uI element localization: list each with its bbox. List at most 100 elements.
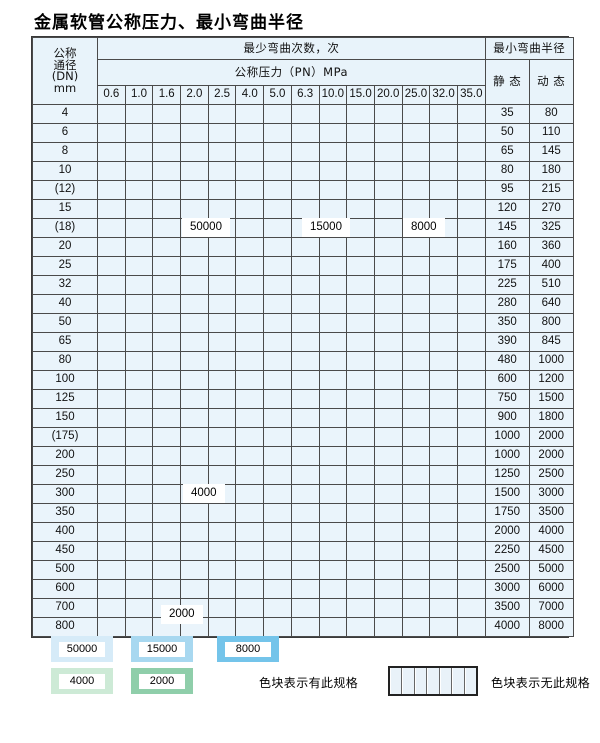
cell-spec-dn250-pn25.0 — [401, 465, 431, 485]
cell-spec-dn(175)-pn10.0 — [318, 427, 348, 447]
cell-spec-dn15-pn0.6 — [97, 199, 126, 219]
cell-static-radius: 750 — [484, 389, 530, 409]
cell-spec-dn700-pn2.0 — [180, 598, 209, 618]
table-row: 200 1000 2000 — [32, 446, 574, 466]
cell-spec-dn600-pn4.0 — [235, 579, 265, 599]
cell-spec-dn150-pn25.0 — [401, 408, 431, 428]
cell-spec-dn450-pn6.3 — [290, 541, 320, 561]
table-row: 8 65 145 — [32, 142, 574, 162]
cell-dynamic-radius: 1200 — [528, 370, 574, 390]
table-row: 25 175 400 — [32, 256, 574, 276]
legend-swatch-4000: 4000 — [51, 668, 113, 694]
cell-dynamic-radius: 360 — [528, 237, 574, 257]
cell-spec-dn32-pn5.0 — [263, 275, 292, 295]
cell-spec-dn100-pn6.3 — [290, 370, 320, 390]
cell-spec-dn25-pn2.0 — [180, 256, 209, 276]
cell-spec-dn80-pn15.0 — [346, 351, 375, 371]
cell-dynamic-radius: 4500 — [528, 541, 574, 561]
header-pn-0.6: 0.6 — [97, 85, 126, 105]
header-pn-10.0: 10.0 — [318, 85, 348, 105]
cell-spec-dn700-pn1.0 — [124, 598, 154, 618]
cell-dynamic-radius: 5000 — [528, 560, 574, 580]
cell-dynamic-radius: 6000 — [528, 579, 574, 599]
cell-dn: 80 — [32, 351, 98, 371]
header-pn-20.0: 20.0 — [373, 85, 403, 105]
cell-spec-dn200-pn35.0 — [456, 446, 486, 466]
cell-dynamic-radius: 4000 — [528, 522, 574, 542]
header-dn-line-3: mm — [53, 80, 77, 95]
cell-spec-dn250-pn35.0 — [456, 465, 486, 485]
table-row: 800 4000 8000 — [32, 617, 574, 637]
cell-spec-dn32-pn32.0 — [429, 275, 458, 295]
table-row: 4 35 80 — [32, 104, 574, 124]
cell-spec-dn100-pn32.0 — [429, 370, 458, 390]
cell-spec-dn150-pn5.0 — [263, 408, 292, 428]
cell-spec-dn250-pn32.0 — [429, 465, 458, 485]
cell-spec-dn600-pn32.0 — [429, 579, 458, 599]
cell-spec-dn8-pn25.0 — [401, 142, 431, 162]
cell-spec-dn(12)-pn1.6 — [152, 180, 182, 200]
table-row: 15 120 270 — [32, 199, 574, 219]
cell-spec-dn20-pn4.0 — [235, 237, 265, 257]
table-row: 100 600 1200 — [32, 370, 574, 390]
cell-spec-dn600-pn2.0 — [180, 579, 209, 599]
cell-spec-dn50-pn32.0 — [429, 313, 458, 333]
cell-spec-dn150-pn20.0 — [373, 408, 403, 428]
cell-spec-dn(18)-pn35.0 — [456, 218, 486, 238]
cell-spec-dn80-pn2.5 — [207, 351, 237, 371]
cell-spec-dn6-pn4.0 — [235, 123, 265, 143]
cell-spec-dn200-pn1.0 — [124, 446, 154, 466]
cell-static-radius: 600 — [484, 370, 530, 390]
cell-spec-dn80-pn4.0 — [235, 351, 265, 371]
header-pn-35.0: 35.0 — [456, 85, 486, 105]
cell-spec-dn450-pn4.0 — [235, 541, 265, 561]
cell-dynamic-radius: 270 — [528, 199, 574, 219]
cell-spec-dn150-pn1.0 — [124, 408, 154, 428]
cell-spec-dn6-pn32.0 — [429, 123, 458, 143]
cell-spec-dn6-pn1.6 — [152, 123, 182, 143]
cell-spec-dn700-pn35.0 — [456, 598, 486, 618]
cell-spec-dn65-pn1.6 — [152, 332, 182, 352]
cell-spec-dn(18)-pn6.3 — [290, 218, 320, 238]
cell-dn: 600 — [32, 579, 98, 599]
cell-spec-dn500-pn35.0 — [456, 560, 486, 580]
cell-spec-dn4-pn15.0 — [346, 104, 375, 124]
cell-dynamic-radius: 3500 — [528, 503, 574, 523]
cell-spec-dn80-pn1.0 — [124, 351, 154, 371]
cell-spec-dn350-pn1.6 — [152, 503, 182, 523]
cell-static-radius: 1750 — [484, 503, 530, 523]
cell-spec-dn8-pn20.0 — [373, 142, 403, 162]
cell-spec-dn25-pn25.0 — [401, 256, 431, 276]
cell-spec-dn8-pn5.0 — [263, 142, 292, 162]
cell-spec-dn350-pn4.0 — [235, 503, 265, 523]
header-pn-15.0: 15.0 — [346, 85, 375, 105]
cell-spec-dn4-pn1.6 — [152, 104, 182, 124]
cell-spec-dn40-pn25.0 — [401, 294, 431, 314]
cell-spec-dn700-pn20.0 — [373, 598, 403, 618]
cell-spec-dn500-pn15.0 — [346, 560, 375, 580]
cell-spec-dn450-pn1.0 — [124, 541, 154, 561]
cell-spec-dn800-pn1.0 — [124, 617, 154, 637]
cell-spec-dn15-pn1.6 — [152, 199, 182, 219]
cell-spec-dn80-pn32.0 — [429, 351, 458, 371]
cell-spec-dn(12)-pn1.0 — [124, 180, 154, 200]
cell-spec-dn(12)-pn35.0 — [456, 180, 486, 200]
cell-spec-dn700-pn32.0 — [429, 598, 458, 618]
cell-spec-dn10-pn32.0 — [429, 161, 458, 181]
cell-spec-dn8-pn4.0 — [235, 142, 265, 162]
cell-spec-dn40-pn1.0 — [124, 294, 154, 314]
cell-spec-dn125-pn25.0 — [401, 389, 431, 409]
cell-spec-dn50-pn35.0 — [456, 313, 486, 333]
no-spec-swatch — [388, 666, 478, 696]
cell-spec-dn10-pn35.0 — [456, 161, 486, 181]
cell-spec-dn700-pn2.5 — [207, 598, 237, 618]
table-header: 公称 通径 (DN) mm 最少弯曲次数，次 最小弯曲半径 公称压力（PN）MPa 静… — [32, 37, 574, 105]
cell-dn: (175) — [32, 427, 98, 447]
cell-spec-dn600-pn2.5 — [207, 579, 237, 599]
cell-spec-dn450-pn35.0 — [456, 541, 486, 561]
cell-spec-dn6-pn2.5 — [207, 123, 237, 143]
cell-spec-dn50-pn5.0 — [263, 313, 292, 333]
cell-static-radius: 1000 — [484, 427, 530, 447]
cell-spec-dn15-pn32.0 — [429, 199, 458, 219]
table-row: 300 1500 3000 — [32, 484, 574, 504]
